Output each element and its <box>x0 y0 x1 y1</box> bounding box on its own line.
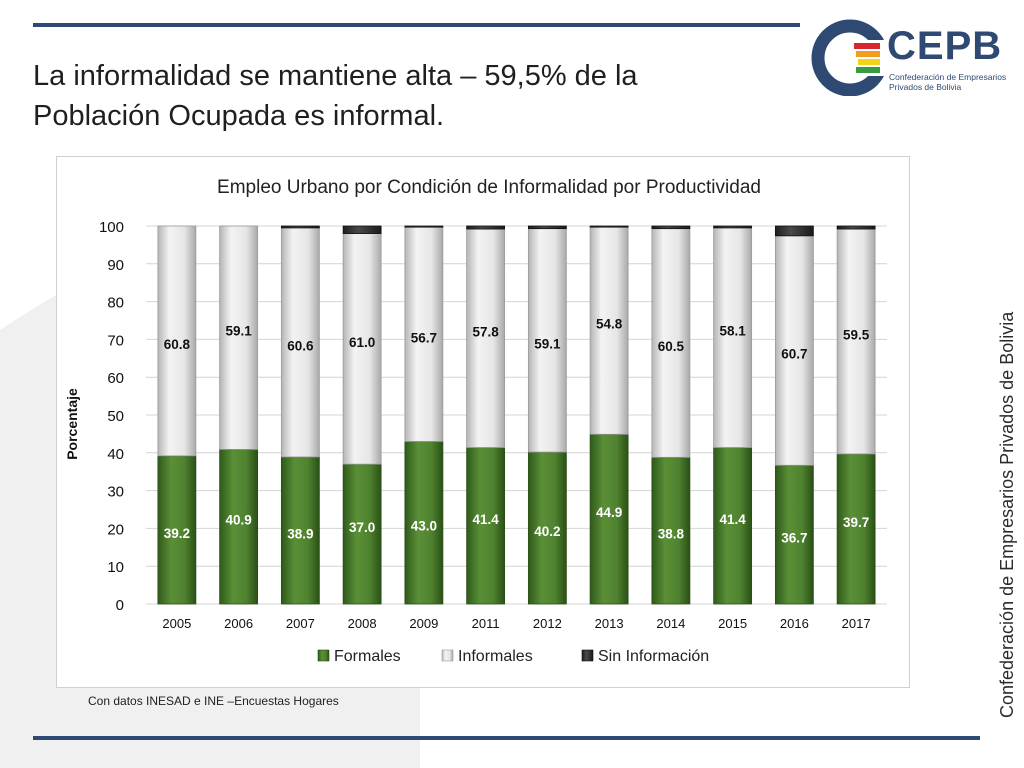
data-label-formales-2012: 40.2 <box>534 524 560 539</box>
bar-sin-información-2009 <box>404 225 444 228</box>
chart-title: Empleo Urbano por Condición de Informali… <box>217 177 761 198</box>
bar-sin-información-2008 <box>342 225 382 234</box>
x-tick-label: 2011 <box>472 616 500 631</box>
legend-label: Sin Información <box>598 648 709 665</box>
data-label-informales-2015: 58.1 <box>719 324 746 339</box>
y-tick-label: 60 <box>107 370 124 387</box>
bar-informales-2014 <box>651 228 691 458</box>
bar-sin-información-2013 <box>589 225 629 228</box>
bar-formales-2017 <box>836 453 876 605</box>
stacked-bar-chart: Empleo Urbano por Condición de Informali… <box>64 177 887 665</box>
x-tick-label: 2005 <box>162 616 191 631</box>
data-label-informales-2009: 56.7 <box>411 330 437 345</box>
bars: 39.2 60.8 40.9 59.1 38.9 60.6 37.0 61.0 43.0 56.7… <box>157 225 876 605</box>
y-tick-label: 70 <box>107 332 124 349</box>
data-label-formales-2005: 39.2 <box>164 526 190 541</box>
y-axis-label: Porcentaje <box>64 388 80 460</box>
data-label-informales-2014: 60.5 <box>658 339 685 354</box>
bar-informales-2005 <box>157 225 197 457</box>
bar-formales-2006 <box>219 448 259 605</box>
data-label-formales-2014: 38.8 <box>658 527 685 542</box>
data-label-formales-2009: 43.0 <box>411 519 437 534</box>
bar-formales-2012 <box>527 451 567 605</box>
gridlines <box>146 225 887 605</box>
side-organization-name: Confederación de Empresarios Privados de… <box>997 311 1017 718</box>
data-label-informales-2006: 59.1 <box>225 324 252 339</box>
data-label-informales-2016: 60.7 <box>781 347 807 362</box>
legend-swatch-informales <box>441 649 454 662</box>
bar-formales-2009 <box>404 441 444 605</box>
bar-informales-2008 <box>342 233 382 465</box>
y-tick-label: 10 <box>107 559 124 576</box>
logo-subtitle: Confederación de Empresarios Privados de… <box>889 72 1007 92</box>
legend-swatch-sin-información <box>581 649 594 662</box>
x-tick-label: 2008 <box>348 616 377 631</box>
bar-informales-2016 <box>774 235 814 466</box>
data-label-formales-2016: 36.7 <box>781 531 807 546</box>
cepb-logo <box>806 18 1002 97</box>
bar-sin-información-2011 <box>466 225 506 230</box>
bar-formales-2013 <box>589 433 629 605</box>
slide-title: La informalidad se mantiene alta – 59,5%… <box>33 60 638 132</box>
data-label-informales-2007: 60.6 <box>287 338 314 353</box>
bar-sin-información-2015 <box>713 225 753 229</box>
x-tick-label: 2009 <box>409 616 438 631</box>
bar-informales-2015 <box>713 227 753 448</box>
logo-wordmark: CEPB <box>887 24 1003 68</box>
bar-sin-información-2007 <box>280 225 320 229</box>
x-tick-label: 2012 <box>533 616 562 631</box>
y-tick-label: 40 <box>107 446 124 463</box>
y-tick-label: 100 <box>99 219 124 236</box>
bar-sin-información-2016 <box>774 225 814 237</box>
bar-sin-información-2012 <box>527 225 567 230</box>
data-label-formales-2006: 40.9 <box>225 513 251 528</box>
bottom-rule <box>33 736 980 740</box>
bar-informales-2011 <box>466 228 506 448</box>
y-tick-label: 80 <box>107 295 124 312</box>
data-label-informales-2012: 59.1 <box>534 336 561 351</box>
data-label-informales-2008: 61.0 <box>349 335 375 350</box>
legend-swatch-formales <box>317 649 330 662</box>
bar-informales-2007 <box>280 227 320 458</box>
data-label-informales-2011: 57.8 <box>472 324 499 339</box>
data-label-informales-2017: 59.5 <box>843 327 870 342</box>
y-tick-label: 50 <box>107 408 124 425</box>
x-tick-label: 2017 <box>842 616 871 631</box>
data-label-informales-2005: 60.8 <box>164 337 191 352</box>
cepb-logo-icon <box>811 19 889 97</box>
data-label-formales-2015: 41.4 <box>719 512 746 527</box>
x-tick-label: 2016 <box>780 616 809 631</box>
x-tick-label: 2006 <box>224 616 253 631</box>
data-label-formales-2013: 44.9 <box>596 505 622 520</box>
bar-sin-información-2014 <box>651 225 691 230</box>
data-label-formales-2008: 37.0 <box>349 520 375 535</box>
x-axis-ticks: 2005 2006 2007 2008 2009 2011 2012 2013 2014 2015… <box>162 616 870 631</box>
x-tick-label: 2015 <box>718 616 747 631</box>
legend-label: Formales <box>334 648 401 665</box>
x-tick-label: 2014 <box>656 616 685 631</box>
data-label-formales-2007: 38.9 <box>287 526 313 541</box>
data-label-informales-2013: 54.8 <box>596 317 623 332</box>
x-tick-label: 2013 <box>595 616 624 631</box>
y-tick-label: 0 <box>116 597 124 614</box>
data-label-formales-2017: 39.7 <box>843 515 869 530</box>
bar-informales-2009 <box>404 226 444 442</box>
legend-label: Informales <box>458 648 533 665</box>
bar-sin-información-2017 <box>836 225 876 230</box>
top-rule <box>33 23 800 27</box>
y-tick-label: 20 <box>107 521 124 538</box>
legend: Formales Informales Sin Información <box>317 648 709 665</box>
bar-formales-2011 <box>466 447 506 605</box>
source-note: Con datos INESAD e INE –Encuestas Hogare… <box>88 694 339 708</box>
y-tick-label: 90 <box>107 257 124 274</box>
bar-formales-2016 <box>774 464 814 605</box>
data-label-formales-2011: 41.4 <box>472 512 499 527</box>
bar-informales-2006 <box>219 225 259 450</box>
y-axis-ticks: 0 10 20 30 40 50 60 70 80 90 100 <box>99 219 124 614</box>
y-tick-label: 30 <box>107 484 124 501</box>
x-tick-label: 2007 <box>286 616 315 631</box>
bar-formales-2005 <box>157 455 197 605</box>
